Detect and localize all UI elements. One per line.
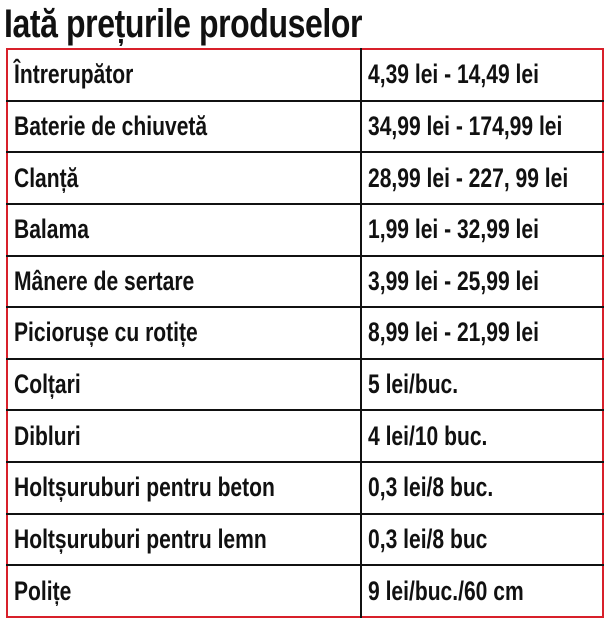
- price-range: 8,99 lei - 21,99 lei: [368, 317, 539, 348]
- price-range: 28,99 lei - 227, 99 lei: [368, 162, 569, 193]
- product-name: Holtșuruburi pentru lemn: [14, 523, 267, 554]
- table-row: Clanță 28,99 lei - 227, 99 lei: [7, 151, 603, 205]
- table-row: Dibluri 4 lei/10 buc.: [7, 409, 603, 463]
- price-range: 4,39 lei - 14,49 lei: [368, 59, 539, 90]
- price-cell: 4 lei/10 buc.: [361, 409, 603, 463]
- table-row: Balama 1,99 lei - 32,99 lei: [7, 202, 603, 257]
- price-cell: 0,3 lei/8 buc: [361, 512, 603, 567]
- table-row: Colțari 5 lei/buc.: [7, 357, 603, 412]
- price-range: 3,99 lei - 25,99 lei: [368, 265, 539, 296]
- product-name: Întrerupător: [14, 59, 134, 90]
- table-row: Mânere de sertare 3,99 lei - 25,99 lei: [7, 254, 603, 309]
- price-range: 5 lei/buc.: [368, 369, 459, 400]
- price-range: 34,99 lei - 174,99 lei: [368, 110, 563, 141]
- price-cell: 3,99 lei - 25,99 lei: [361, 254, 603, 309]
- product-name: Holtșuruburi pentru beton: [14, 472, 275, 503]
- product-cell: Colțari: [7, 357, 362, 412]
- price-cell: 4,39 lei - 14,49 lei: [361, 49, 603, 102]
- product-cell: Baterie de chiuvetă: [7, 99, 362, 154]
- product-name: Polițe: [14, 575, 72, 606]
- product-cell: Balama: [7, 202, 362, 257]
- price-cell: 8,99 lei - 21,99 lei: [361, 306, 603, 360]
- price-cell: 1,99 lei - 32,99 lei: [361, 202, 603, 257]
- table-row: Întrerupător 4,39 lei - 14,49 lei: [7, 49, 603, 102]
- price-cell: 5 lei/buc.: [361, 357, 603, 412]
- product-name: Balama: [14, 214, 89, 245]
- price-cell: 0,3 lei/8 buc.: [361, 461, 603, 515]
- price-range: 4 lei/10 buc.: [368, 420, 488, 451]
- table-row: Baterie de chiuvetă 34,99 lei - 174,99 le…: [7, 99, 603, 154]
- price-range: 1,99 lei - 32,99 lei: [368, 214, 539, 245]
- price-range: 0,3 lei/8 buc: [368, 523, 488, 554]
- product-cell: Dibluri: [7, 409, 362, 463]
- title: Iată prețurile produselor: [4, 2, 363, 46]
- product-name: Mânere de sertare: [14, 265, 195, 296]
- product-name: Baterie de chiuvetă: [14, 110, 208, 141]
- price-cell: 9 lei/buc./60 cm: [361, 564, 603, 617]
- product-cell: Întrerupător: [7, 49, 362, 102]
- price-range: 0,3 lei/8 buc.: [368, 472, 494, 503]
- product-cell: Piciorușe cu rotițe: [7, 306, 362, 360]
- table-row: Polițe 9 lei/buc./60 cm: [7, 564, 603, 617]
- product-name: Clanță: [14, 162, 79, 193]
- product-name: Colțari: [14, 369, 81, 400]
- product-cell: Holtșuruburi pentru lemn: [7, 512, 362, 567]
- price-range: 9 lei/buc./60 cm: [368, 575, 524, 606]
- product-cell: Mânere de sertare: [7, 254, 362, 309]
- price-table: Întrerupător 4,39 lei - 14,49 lei Baterie …: [6, 48, 604, 618]
- table-row: Piciorușe cu rotițe 8,99 lei - 21,99 lei: [7, 306, 603, 360]
- table-row: Holtșuruburi pentru beton 0,3 lei/8 buc.: [7, 461, 603, 515]
- table-row: Holtșuruburi pentru lemn 0,3 lei/8 buc: [7, 512, 603, 567]
- product-cell: Polițe: [7, 564, 362, 617]
- product-cell: Holtșuruburi pentru beton: [7, 461, 362, 515]
- product-name: Dibluri: [14, 420, 81, 451]
- product-name: Piciorușe cu rotițe: [14, 317, 198, 348]
- price-cell: 34,99 lei - 174,99 lei: [361, 99, 603, 154]
- product-cell: Clanță: [7, 151, 362, 205]
- price-cell: 28,99 lei - 227, 99 lei: [361, 151, 603, 205]
